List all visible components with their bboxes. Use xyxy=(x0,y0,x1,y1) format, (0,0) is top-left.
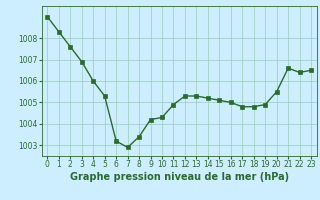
X-axis label: Graphe pression niveau de la mer (hPa): Graphe pression niveau de la mer (hPa) xyxy=(70,172,289,182)
